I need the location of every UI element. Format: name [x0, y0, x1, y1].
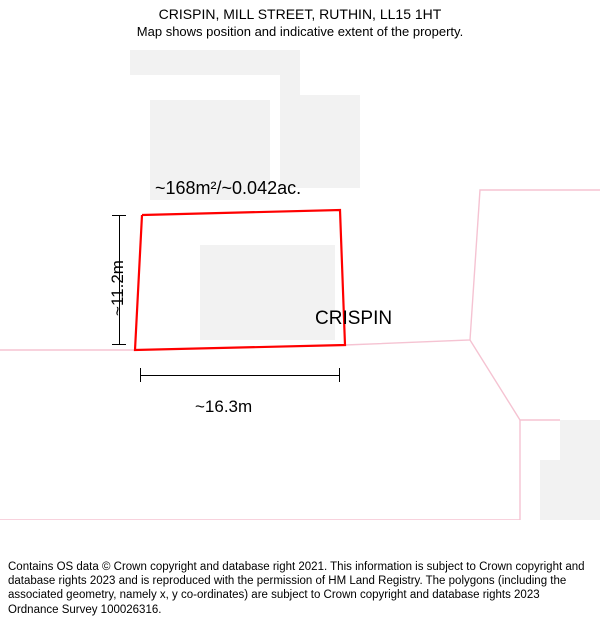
copyright-footer: Contains OS data © Crown copyright and d…: [8, 560, 592, 618]
buildings-layer: [130, 50, 600, 520]
area-label: ~168m²/~0.042ac.: [155, 178, 301, 199]
height-dimension-label: ~11.2m: [108, 260, 128, 316]
width-dimension-label: ~16.3m: [195, 397, 252, 417]
building-bldg-br: [540, 420, 600, 520]
roads-layer: [0, 190, 600, 520]
map-svg: [0, 40, 600, 520]
page-subtitle: Map shows position and indicative extent…: [0, 24, 600, 39]
road-line-2: [470, 340, 560, 420]
property-name-label: CRISPIN: [315, 308, 392, 330]
header: CRISPIN, MILL STREET, RUTHIN, LL15 1HT M…: [0, 0, 600, 39]
page-title: CRISPIN, MILL STREET, RUTHIN, LL15 1HT: [0, 6, 600, 22]
horizontal-scale-bar: [140, 368, 340, 382]
map-canvas: ~168m²/~0.042ac. CRISPIN ~16.3m ~11.2m: [0, 40, 600, 520]
